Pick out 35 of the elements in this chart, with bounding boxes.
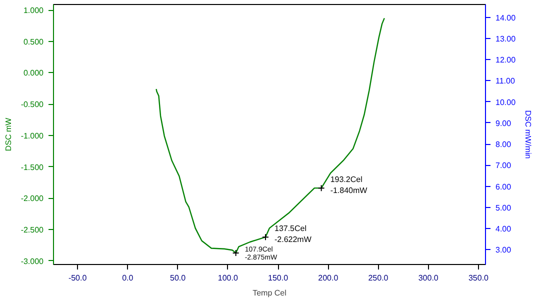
x-tick-label: 100.0 — [218, 274, 238, 282]
y-tick-label: -3.000 — [20, 256, 44, 266]
x-tick-label: 250.0 — [368, 274, 389, 282]
y-tick-label: -1.500 — [20, 162, 44, 172]
y2-tick-label: 12.00 — [496, 56, 516, 65]
y-tick-label: -2.000 — [20, 194, 44, 204]
x-tick-label: 0.0 — [122, 274, 134, 282]
y-tick-label: -1.000 — [20, 131, 44, 140]
x-axis-title: Temp Cel — [252, 288, 287, 298]
y2-tick-label: 9.00 — [496, 118, 512, 128]
y-tick-label: -0.500 — [20, 100, 44, 110]
y2-tick-label: 4.00 — [496, 224, 512, 234]
x-tick-label: -50.0 — [68, 274, 88, 282]
y2-axis-title: DSC mW/min — [524, 110, 533, 159]
y2-tick-label: 13.00 — [496, 34, 516, 44]
y-axis-title: DSC mW — [4, 117, 13, 152]
x-tick-label: 300.0 — [418, 274, 439, 282]
y-tick-label: 0.500 — [23, 37, 44, 46]
y2-tick-label: 11.00 — [496, 76, 516, 86]
y-tick-label: -2.500 — [20, 225, 44, 234]
y2-tick-label: 3.00 — [496, 246, 512, 255]
y2-tick-label: 5.00 — [496, 203, 512, 212]
y2-tick-label: 8.00 — [496, 140, 512, 150]
x-tick-label: 150.0 — [268, 274, 289, 282]
annotation: 193.2Cel -1.840mW — [330, 175, 368, 195]
x-tick-label: 50.0 — [170, 274, 186, 282]
y-tick-label: 1.000 — [23, 6, 44, 16]
y2-tick-label: 6.00 — [496, 182, 512, 192]
y-tick-label: 0.000 — [23, 68, 44, 78]
x-tick-label: 200.0 — [318, 274, 339, 282]
y2-tick-label: 10.00 — [496, 98, 516, 107]
annotation: 137.5Cel -2.622mW — [274, 224, 312, 244]
x-tick-label: 350.0 — [468, 274, 490, 282]
y2-tick-label: 7.00 — [496, 161, 512, 170]
y2-tick-label: 14.00 — [496, 13, 516, 22]
